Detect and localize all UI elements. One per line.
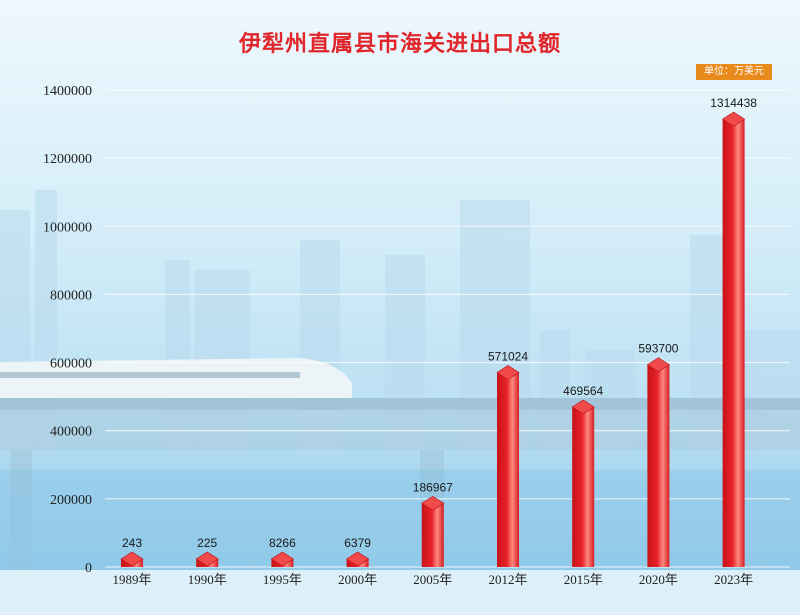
x-tick-label: 2005年 [413,572,452,587]
bar [647,364,670,567]
y-tick-label: 1000000 [43,220,92,235]
bar-cap [421,495,445,511]
bar [572,407,595,567]
data-label: 571024 [488,349,528,363]
x-tick-label: 2000年 [338,572,377,587]
bar-cap [346,551,370,567]
bar [497,372,519,567]
y-tick-label: 1200000 [43,152,92,167]
x-tick-label: 1989年 [112,572,151,587]
data-label: 225 [197,536,217,550]
bars: 243 225 8266 6379 186967 571024 469564 593700 13… [120,96,757,568]
x-tick-label: 2012年 [488,572,527,587]
data-label: 186967 [413,480,453,494]
bar-cap [722,111,746,127]
x-tick-label: 2020年 [639,572,678,587]
y-tick-label: 600000 [50,357,92,372]
y-tick-label: 0 [85,561,92,576]
bar [722,119,745,568]
gridlines [105,89,790,568]
x-axis: 1989年 1990年 1995年 2000年 2005年 2012年 2015年 2020年… [112,572,753,587]
bar [421,503,444,567]
y-axis: 0 200000 400000 600000 800000 1000000 1200000 1… [43,84,92,576]
data-label: 469564 [563,384,603,398]
bar-cap [120,551,144,567]
chart-title: 伊犁州直属县市海关进出口总额 [238,32,561,57]
bar-cap [270,551,294,567]
y-tick-label: 800000 [50,288,92,303]
data-label: 593700 [638,342,678,356]
bar-cap [195,551,219,567]
bar-cap [646,357,670,373]
x-tick-label: 2023年 [714,572,753,587]
y-tick-label: 400000 [50,425,92,440]
y-tick-label: 1400000 [43,84,92,99]
unit-badge: 单位：万美元 [696,64,772,80]
x-tick-label: 1990年 [188,572,227,587]
x-tick-label: 1995年 [263,572,302,587]
x-tick-label: 2015年 [564,572,603,587]
bar-cap [571,399,595,415]
data-label: 8266 [269,536,296,550]
data-label: 1314438 [710,96,757,110]
y-tick-label: 200000 [50,493,92,508]
data-label: 243 [122,536,142,550]
data-label: 6379 [344,536,371,550]
bar-cap [496,365,520,380]
